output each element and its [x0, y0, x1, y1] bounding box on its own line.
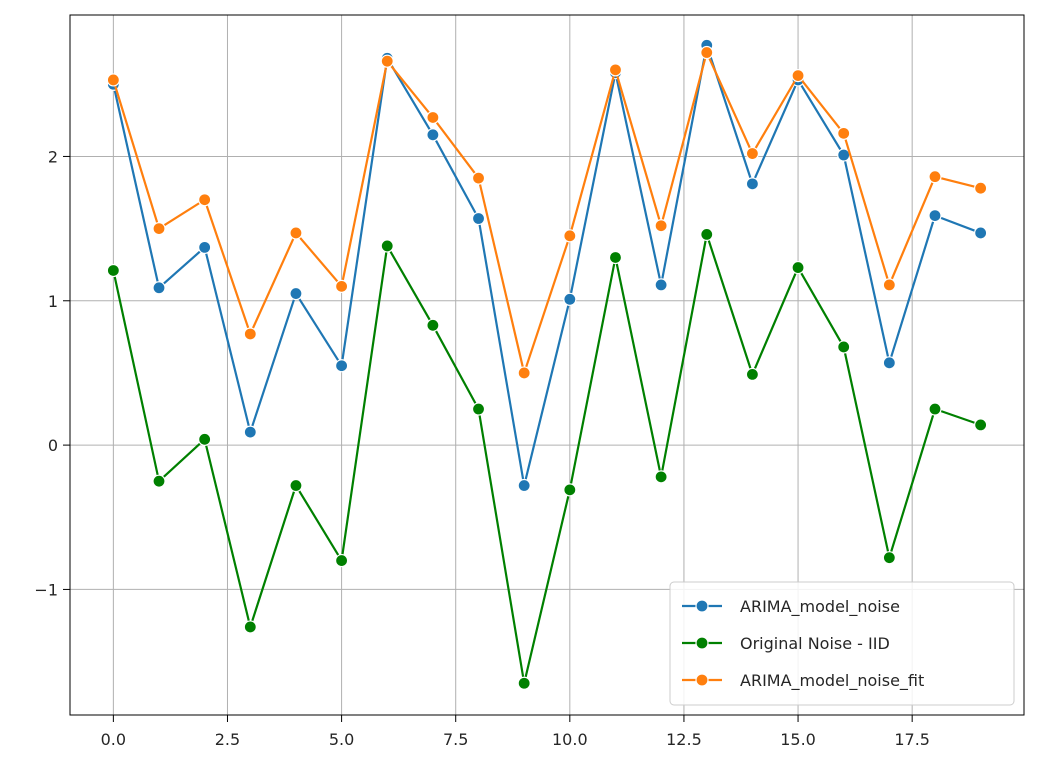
data-point — [517, 366, 531, 380]
x-tick-label: 17.5 — [894, 730, 930, 749]
x-tick-label: 12.5 — [666, 730, 702, 749]
y-tick-label: −1 — [34, 580, 58, 599]
x-tick-label: 2.5 — [215, 730, 240, 749]
legend-label: ARIMA_model_noise_fit — [740, 671, 924, 691]
data-point — [426, 128, 440, 142]
legend-item: ARIMA_model_noise — [682, 597, 900, 617]
data-point — [882, 278, 896, 292]
data-point — [563, 292, 577, 306]
data-point — [974, 226, 988, 240]
data-point — [654, 278, 668, 292]
data-point — [152, 281, 166, 295]
series-line — [112, 44, 982, 487]
data-point — [928, 209, 942, 223]
legend-marker-swatch — [695, 673, 709, 687]
data-point — [380, 54, 394, 68]
data-point — [791, 69, 805, 83]
data-point — [471, 402, 486, 416]
y-tick-label: 0 — [48, 436, 58, 455]
data-point — [791, 260, 805, 275]
legend-label: Original Noise - IID — [740, 634, 890, 653]
data-point — [198, 432, 212, 446]
data-point — [745, 367, 760, 381]
data-point — [700, 227, 714, 241]
data-point — [289, 478, 303, 493]
legend-box — [669, 581, 1015, 706]
data-point — [837, 340, 851, 354]
data-point — [152, 474, 166, 488]
data-point — [152, 222, 166, 236]
data-point — [563, 483, 577, 497]
x-tick-label: 15.0 — [780, 730, 816, 749]
data-point — [334, 359, 349, 373]
x-tick-label: 7.5 — [443, 730, 468, 749]
data-point — [334, 553, 349, 568]
data-point — [198, 240, 212, 254]
x-tick-label: 10.0 — [552, 730, 588, 749]
series-layer — [106, 38, 988, 690]
data-point — [517, 478, 531, 493]
x-tick-label: 0.0 — [101, 730, 126, 749]
data-point — [380, 239, 394, 253]
data-point — [334, 279, 349, 293]
data-point — [517, 676, 531, 690]
data-point — [974, 418, 988, 432]
data-point — [608, 63, 623, 77]
data-point — [928, 402, 942, 416]
data-point — [974, 181, 988, 195]
data-point — [745, 146, 760, 161]
data-point — [289, 226, 303, 240]
plot-frame — [69, 14, 1025, 716]
data-point — [928, 170, 942, 184]
legend-marker-swatch — [695, 636, 709, 650]
data-point — [106, 263, 120, 278]
data-point — [243, 620, 257, 634]
y-axis: −1 0 1 2 — [34, 147, 70, 599]
data-point — [289, 286, 303, 301]
data-point — [471, 171, 486, 185]
legend-item: ARIMA_model_noise_fit — [682, 671, 924, 691]
x-axis: 0.0 2.5 5.0 7.5 10.0 12.5 15.0 17.5 — [101, 715, 930, 749]
data-point — [654, 219, 668, 233]
data-point — [106, 73, 120, 87]
data-point — [700, 45, 714, 60]
series-original-noise-iid — [106, 227, 988, 690]
data-point — [198, 193, 212, 207]
data-point — [882, 356, 896, 370]
series-line — [112, 51, 981, 375]
x-tick-label: 5.0 — [329, 730, 354, 749]
legend-marker-swatch — [695, 599, 709, 613]
legend: ARIMA_model_noise Original Noise - IID ARI… — [669, 581, 1015, 706]
data-point — [243, 327, 257, 341]
series-arima-model-noise-fit — [106, 45, 988, 380]
data-point — [243, 425, 257, 439]
legend-label: ARIMA_model_noise — [740, 597, 900, 617]
series-line — [112, 233, 981, 685]
data-point — [654, 470, 668, 484]
data-point — [882, 551, 896, 565]
data-point — [837, 126, 851, 140]
y-tick-label: 2 — [48, 147, 58, 166]
data-point — [471, 211, 486, 226]
data-point — [745, 177, 760, 191]
data-point — [426, 110, 440, 125]
legend-item: Original Noise - IID — [682, 634, 890, 653]
data-point — [563, 229, 577, 243]
data-point — [608, 250, 623, 265]
y-tick-label: 1 — [48, 292, 58, 311]
data-point — [426, 318, 440, 332]
